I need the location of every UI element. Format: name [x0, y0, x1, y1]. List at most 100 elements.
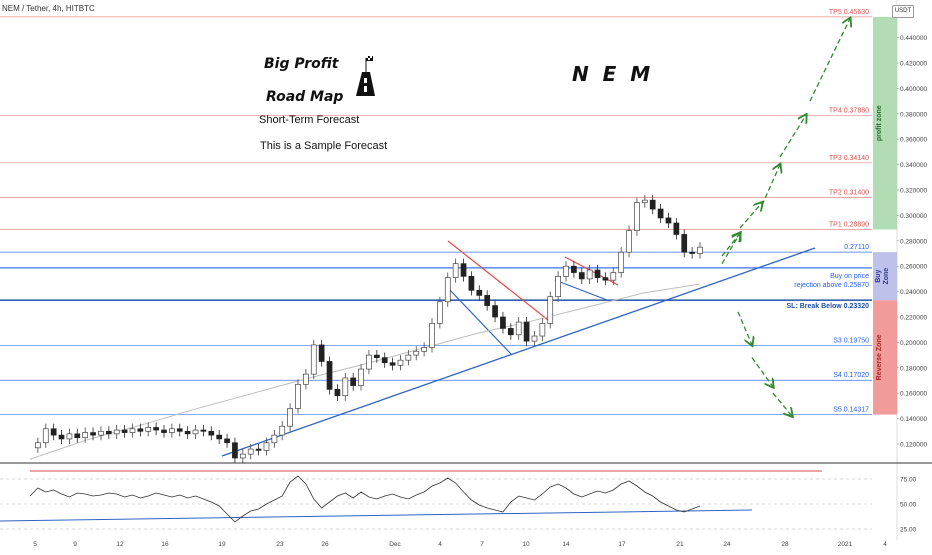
time-tick-label: 10: [522, 541, 530, 548]
candle: [555, 276, 561, 298]
candle: [350, 377, 357, 386]
candle: [547, 296, 554, 324]
zone-profit-zone: [873, 16, 897, 230]
candle: [673, 222, 680, 235]
time-tick-label: 26: [321, 541, 329, 548]
price-tick-label: 0.240000: [900, 289, 927, 296]
candle: [539, 323, 546, 337]
candle: [90, 432, 96, 436]
candle: [334, 389, 341, 397]
level-label: TP1 0.28890: [829, 221, 869, 228]
candle: [397, 359, 404, 366]
candle: [153, 427, 159, 431]
level-label: TP3 0.34140: [829, 155, 869, 162]
zone-label: profit zone: [876, 105, 883, 141]
candle: [641, 199, 648, 204]
candle: [389, 362, 396, 366]
rsi-tick-label: 50.00: [900, 502, 917, 509]
candle: [98, 430, 104, 436]
candle: [421, 347, 427, 352]
candle: [610, 272, 617, 281]
candle: [295, 383, 301, 409]
time-tick-label: 5: [33, 541, 37, 548]
candle: [373, 354, 380, 358]
candle: [247, 448, 254, 455]
candle: [232, 442, 238, 459]
candle: [444, 277, 451, 303]
candle: [563, 265, 569, 277]
candle: [318, 344, 325, 362]
candle: [35, 442, 41, 449]
level-label: S3 0.19750: [833, 338, 869, 345]
price-tick-label: 0.380000: [900, 111, 927, 118]
time-tick-label: 9: [73, 541, 77, 548]
channel-lower-line: [447, 287, 513, 356]
candle: [366, 354, 372, 370]
candle: [271, 434, 278, 444]
candle: [437, 301, 443, 324]
candle: [66, 433, 73, 440]
rsi-tick-label: 75.00: [900, 477, 917, 484]
candle: [58, 434, 65, 440]
time-tick-label: 17: [618, 541, 626, 548]
moving-average-line: [29, 283, 701, 460]
candle: [405, 354, 412, 361]
level-label: TP4 0.37880: [829, 107, 869, 114]
candle: [381, 357, 388, 364]
candle: [429, 323, 435, 348]
time-tick-label: 19: [218, 541, 226, 548]
candle: [413, 350, 420, 356]
candle: [460, 263, 467, 277]
time-tick-label: 12: [116, 541, 124, 548]
candle: [303, 373, 309, 385]
candle: [208, 430, 215, 436]
price-tick-label: 0.400000: [900, 86, 927, 93]
candle: [255, 448, 262, 451]
candle: [121, 429, 128, 433]
level-label: S4 0.17020: [833, 372, 869, 379]
candle: [618, 251, 625, 273]
candle: [50, 428, 57, 436]
candle: [326, 361, 333, 390]
candle: [200, 429, 207, 432]
time-tick-label: 2021: [838, 541, 853, 548]
projection-up-arrow: [809, 19, 850, 102]
zone-label: Reverse Zone: [876, 334, 883, 380]
price-tick-label: 0.420000: [900, 61, 927, 68]
candle: [697, 246, 703, 254]
candle: [531, 335, 538, 342]
time-tick-label: Dec: [389, 541, 401, 548]
candle: [287, 408, 293, 427]
candle: [476, 289, 483, 296]
price-tick-label: 0.200000: [900, 340, 927, 347]
time-tick-label: 14: [562, 541, 570, 548]
candle: [239, 453, 246, 459]
price-tick-label: 0.120000: [900, 442, 927, 449]
price-tick-label: 0.440000: [900, 35, 927, 42]
level-label: 0.27110: [844, 244, 869, 251]
price-tick-label: 0.140000: [900, 416, 927, 423]
price-tick-label: 0.260000: [900, 264, 927, 271]
candle: [523, 321, 530, 342]
candle: [689, 251, 695, 254]
currency-badge[interactable]: USDT: [892, 5, 914, 18]
candle: [216, 434, 223, 440]
symbol-title: NEM / Tether, 4h, HITBTC: [2, 4, 95, 13]
candle: [649, 199, 656, 210]
candle: [176, 428, 183, 432]
level-label: Buy on price: [830, 273, 869, 280]
level-label: rejection above 0.25870: [794, 282, 869, 289]
price-tick-label: 0.280000: [900, 238, 927, 245]
time-tick-label: 21: [676, 541, 684, 548]
candle: [665, 217, 672, 224]
level-label: SL: Break Below 0.23320: [787, 303, 870, 310]
candle: [492, 305, 498, 318]
candle: [681, 234, 688, 253]
level-label: TP2 0.31400: [829, 190, 869, 197]
candle: [507, 328, 514, 336]
candle: [657, 208, 664, 219]
short-term-label: Short-Term Forecast: [259, 114, 360, 126]
price-tick-label: 0.160000: [900, 391, 927, 398]
